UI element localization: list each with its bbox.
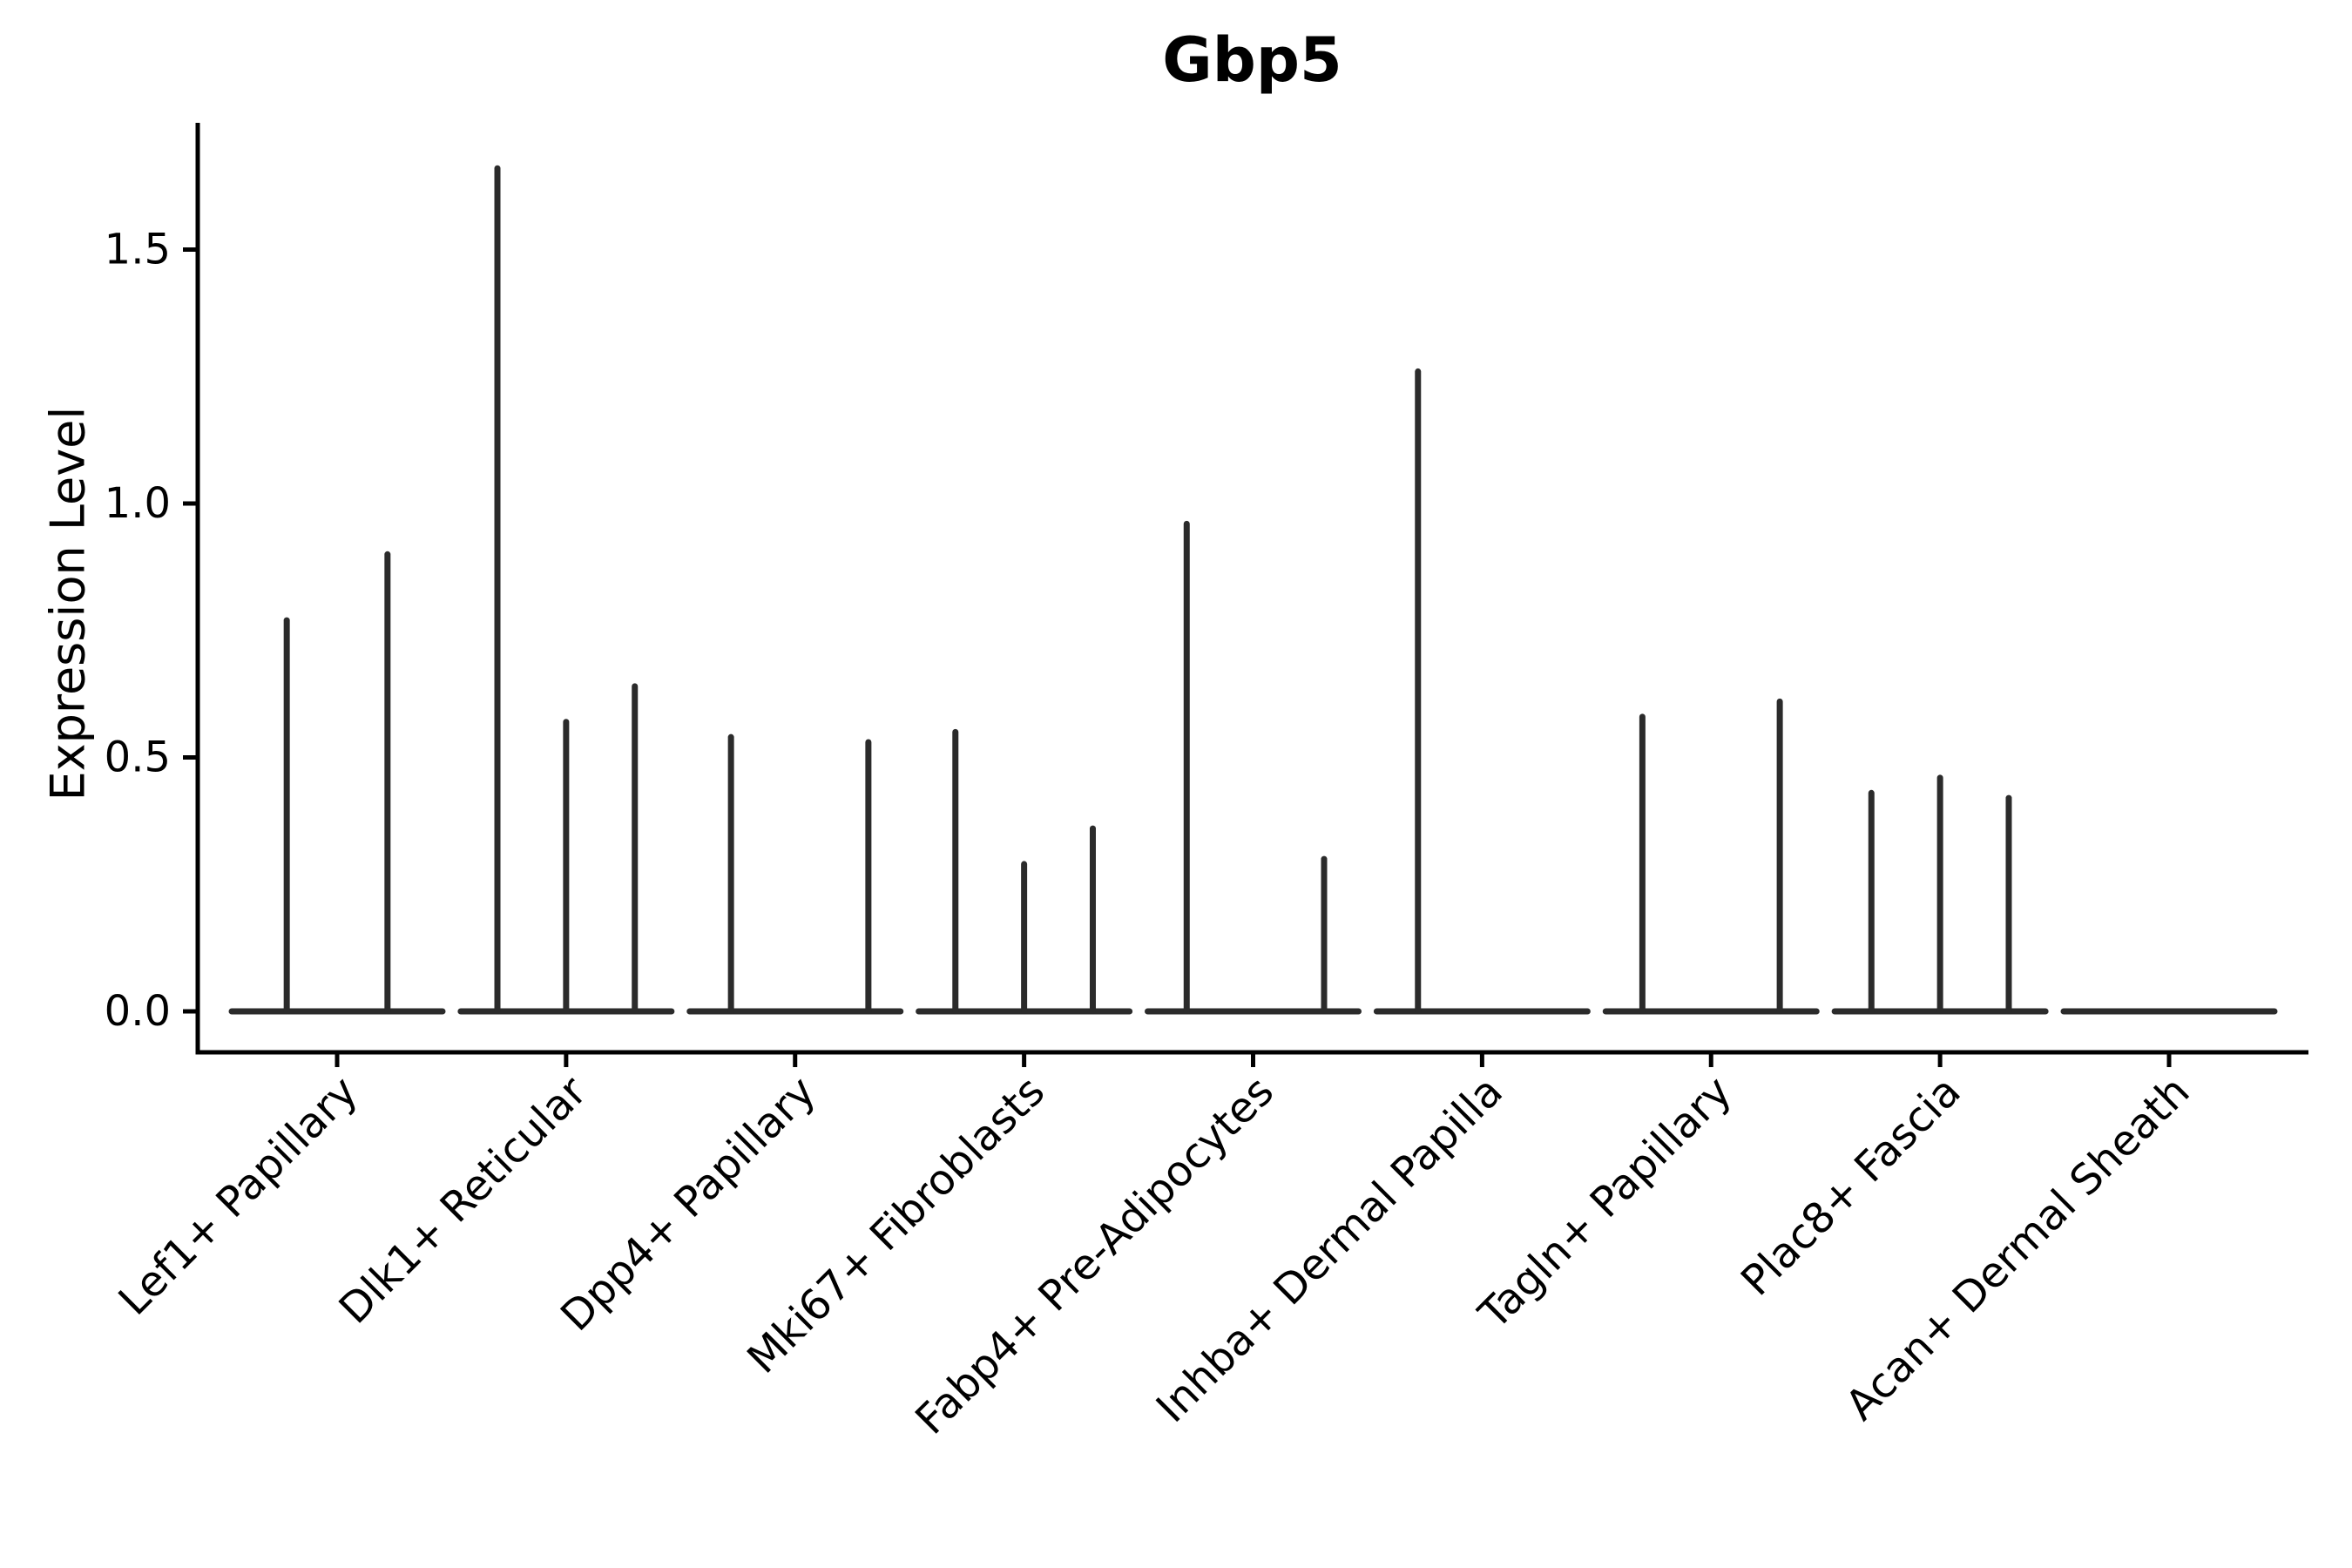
x-tick-label: Lef1+ Papillary bbox=[110, 1067, 368, 1325]
plot-title: Gbp5 bbox=[1162, 24, 1342, 96]
y-tick-label: 1.0 bbox=[105, 479, 171, 528]
y-tick-label: 1.5 bbox=[105, 226, 171, 274]
x-tick-label: Dlk1+ Reticular bbox=[330, 1067, 597, 1334]
x-tick-label: Plac8+ Fascia bbox=[1732, 1067, 1970, 1306]
x-tick-label: Tagln+ Papillary bbox=[1469, 1067, 1740, 1339]
y-tick-label: 0.5 bbox=[105, 733, 171, 782]
y-tick-label: 0.0 bbox=[105, 987, 171, 1036]
x-tick-label: Dpp4+ Papillary bbox=[551, 1067, 825, 1341]
